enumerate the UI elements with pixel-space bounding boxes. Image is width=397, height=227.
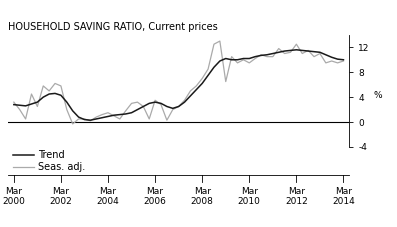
Text: Mar
2004: Mar 2004 xyxy=(96,187,119,206)
Legend: Trend, Seas. adj.: Trend, Seas. adj. xyxy=(13,151,85,172)
Text: Mar
2008: Mar 2008 xyxy=(191,187,214,206)
Text: Mar
2010: Mar 2010 xyxy=(238,187,261,206)
Y-axis label: %: % xyxy=(374,91,382,100)
Text: Mar
2006: Mar 2006 xyxy=(144,187,166,206)
Text: Mar
2002: Mar 2002 xyxy=(50,187,72,206)
Text: Mar
2012: Mar 2012 xyxy=(285,187,308,206)
Text: HOUSEHOLD SAVING RATIO, Current prices: HOUSEHOLD SAVING RATIO, Current prices xyxy=(8,22,218,32)
Text: Mar
2014: Mar 2014 xyxy=(332,187,355,206)
Text: Mar
2000: Mar 2000 xyxy=(2,187,25,206)
